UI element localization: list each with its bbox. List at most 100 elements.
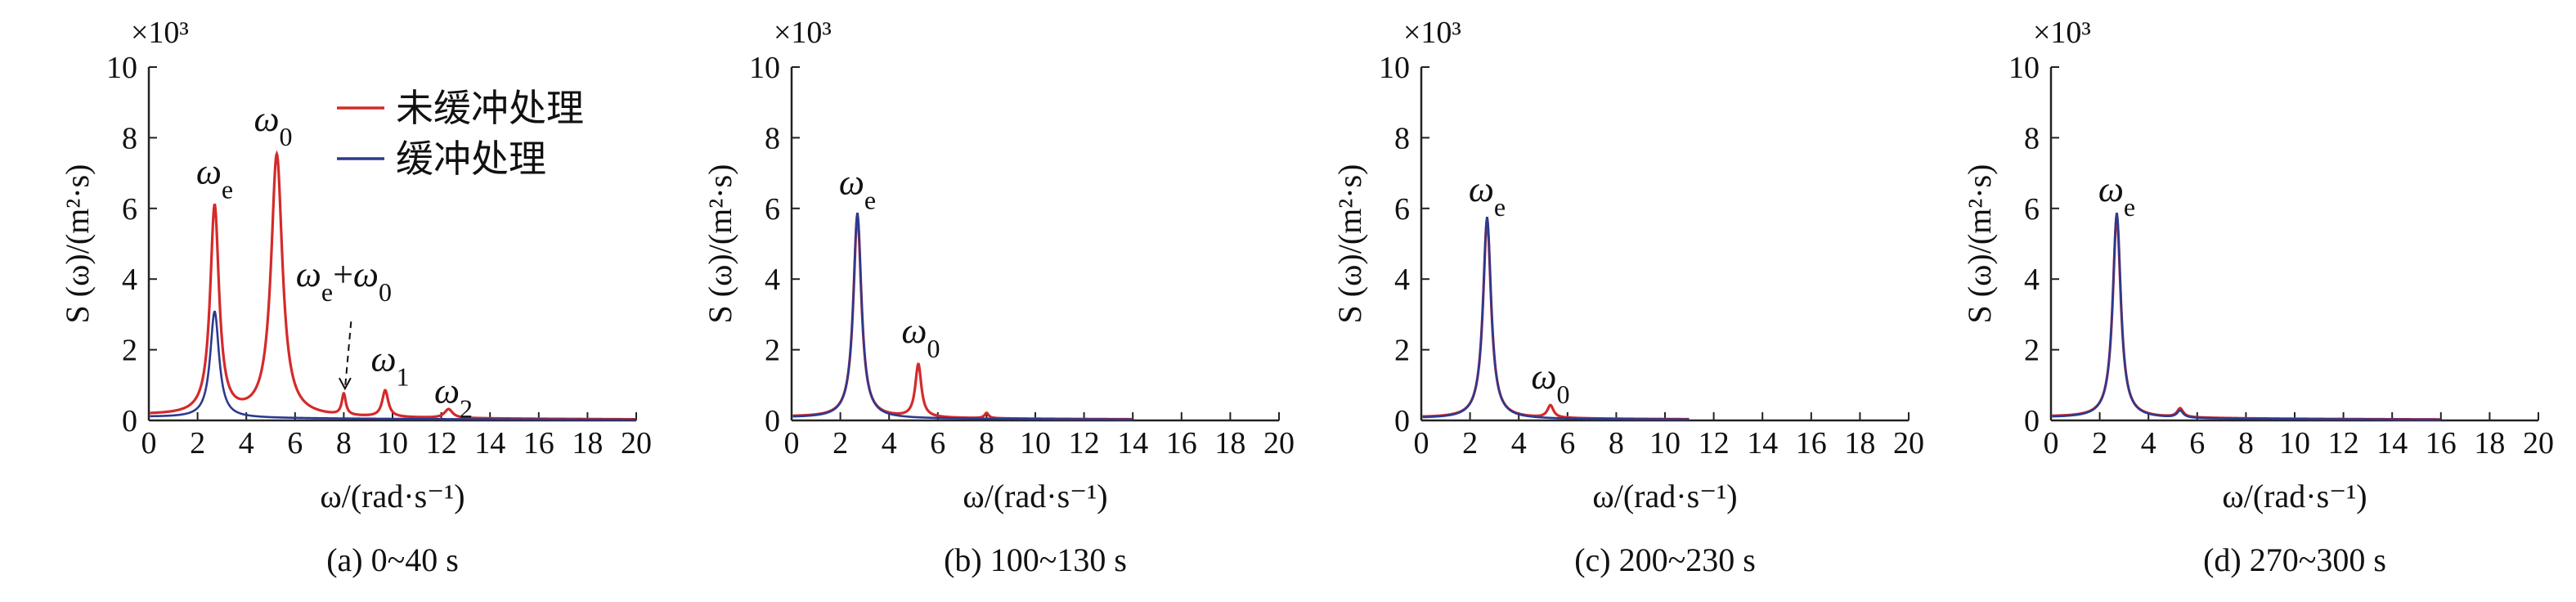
x-tick-label: 16 xyxy=(2426,426,2457,460)
x-tick-label: 18 xyxy=(2474,426,2505,460)
x-tick-label: 14 xyxy=(474,426,505,460)
y-axis-label: S (ω)/(m²·s) xyxy=(59,164,96,324)
x-tick-label: 4 xyxy=(882,426,897,460)
x-axis-label: ω/(rad·s⁻¹) xyxy=(320,478,464,514)
x-tick-label: 18 xyxy=(1844,426,1875,460)
y-tick-label: 4 xyxy=(2024,263,2040,297)
y-tick-label: 0 xyxy=(1394,404,1410,438)
x-tick-label: 10 xyxy=(1649,426,1681,460)
series-line-unbuffered xyxy=(792,215,1133,421)
y-tick-label: 8 xyxy=(2024,121,2040,155)
x-tick-label: 18 xyxy=(572,426,603,460)
y-axis-label: S (ω)/(m²·s) xyxy=(1331,164,1368,324)
peak-annotation: ωe xyxy=(2098,169,2135,222)
x-tick-label: 12 xyxy=(1699,426,1730,460)
x-tick-label: 6 xyxy=(287,426,303,460)
x-tick-label: 10 xyxy=(1020,426,1051,460)
x-tick-label: 16 xyxy=(1796,426,1827,460)
y-tick-label: 10 xyxy=(749,51,780,85)
y-tick-label: 6 xyxy=(765,192,780,227)
y-axis-label: S (ω)/(m²·s) xyxy=(702,164,738,324)
y-tick-label: 6 xyxy=(2024,192,2040,227)
y-tick-label: 4 xyxy=(122,263,137,297)
x-tick-label: 20 xyxy=(1263,426,1295,460)
panel-caption: (d) 270~300 s xyxy=(2203,541,2386,578)
series-line-buffered xyxy=(150,310,636,421)
x-tick-label: 16 xyxy=(1166,426,1197,460)
y-multiplier: ×10³ xyxy=(131,16,189,50)
y-tick-label: 8 xyxy=(765,121,780,155)
x-tick-label: 8 xyxy=(1609,426,1624,460)
panel-caption: (a) 0~40 s xyxy=(326,541,459,578)
peak-annotation: ωe xyxy=(1469,169,1506,222)
legend-label: 未缓冲处理 xyxy=(396,86,584,130)
y-tick-label: 6 xyxy=(122,192,137,227)
x-tick-label: 6 xyxy=(930,426,945,460)
x-tick-label: 8 xyxy=(336,426,352,460)
panel-caption: (c) 200~230 s xyxy=(1574,541,1756,578)
x-tick-label: 8 xyxy=(2238,426,2254,460)
x-axis-label: ω/(rad·s⁻¹) xyxy=(1592,478,1737,514)
peak-annotation: ωe xyxy=(196,152,233,204)
y-tick-label: 0 xyxy=(122,404,137,438)
panel-caption: (b) 100~130 s xyxy=(944,541,1127,578)
y-tick-label: 8 xyxy=(122,121,137,155)
x-tick-label: 2 xyxy=(1462,426,1478,460)
y-multiplier: ×10³ xyxy=(2033,16,2091,50)
x-tick-label: 20 xyxy=(1893,426,1924,460)
x-tick-label: 18 xyxy=(1214,426,1245,460)
y-tick-label: 10 xyxy=(106,51,137,85)
x-axis-label: ω/(rad·s⁻¹) xyxy=(2222,478,2367,514)
y-tick-label: 2 xyxy=(122,334,137,368)
x-tick-label: 14 xyxy=(2376,426,2408,460)
x-tick-label: 4 xyxy=(2141,426,2156,460)
x-tick-label: 20 xyxy=(621,426,652,460)
x-tick-label: 12 xyxy=(1069,426,1100,460)
x-tick-label: 4 xyxy=(1511,426,1527,460)
x-tick-label: 14 xyxy=(1747,426,1778,460)
y-tick-label: 2 xyxy=(1394,334,1410,368)
x-axis-label: ω/(rad·s⁻¹) xyxy=(963,478,1107,514)
x-tick-label: 0 xyxy=(1414,426,1429,460)
x-tick-label: 0 xyxy=(2044,426,2059,460)
peak-annotation: ω0 xyxy=(1531,357,1569,409)
series-line-buffered xyxy=(792,212,1133,421)
x-tick-label: 12 xyxy=(426,426,457,460)
peak-annotation: ω2 xyxy=(434,371,473,423)
y-tick-label: 2 xyxy=(2024,334,2040,368)
arrowhead xyxy=(339,377,352,391)
legend-label: 缓冲处理 xyxy=(396,137,546,181)
peak-annotation: ω0 xyxy=(254,99,292,151)
y-tick-label: 8 xyxy=(1394,121,1410,155)
x-tick-label: 10 xyxy=(2279,426,2310,460)
x-tick-label: 0 xyxy=(784,426,800,460)
x-tick-label: 4 xyxy=(239,426,254,460)
x-tick-label: 6 xyxy=(1560,426,1575,460)
x-tick-label: 2 xyxy=(190,426,205,460)
x-tick-label: 14 xyxy=(1117,426,1148,460)
series-line-unbuffered xyxy=(2052,215,2441,421)
y-tick-label: 4 xyxy=(765,263,780,297)
y-tick-label: 2 xyxy=(765,334,780,368)
y-tick-label: 4 xyxy=(1394,263,1410,297)
y-axis-label: S (ω)/(m²·s) xyxy=(1961,164,1998,324)
x-tick-label: 8 xyxy=(979,426,994,460)
x-tick-label: 2 xyxy=(2092,426,2107,460)
peak-annotation: ω0 xyxy=(901,311,940,363)
y-multiplier: ×10³ xyxy=(774,16,832,50)
series-line-buffered xyxy=(1422,216,1690,421)
y-tick-label: 10 xyxy=(2008,51,2040,85)
y-tick-label: 0 xyxy=(765,404,780,438)
y-tick-label: 6 xyxy=(1394,192,1410,227)
x-tick-label: 20 xyxy=(2523,426,2554,460)
peak-annotation: ω1 xyxy=(370,339,409,392)
x-tick-label: 6 xyxy=(2189,426,2205,460)
peak-annotation: ωe+ω0 xyxy=(296,254,392,307)
x-tick-label: 16 xyxy=(523,426,554,460)
x-tick-label: 2 xyxy=(832,426,848,460)
